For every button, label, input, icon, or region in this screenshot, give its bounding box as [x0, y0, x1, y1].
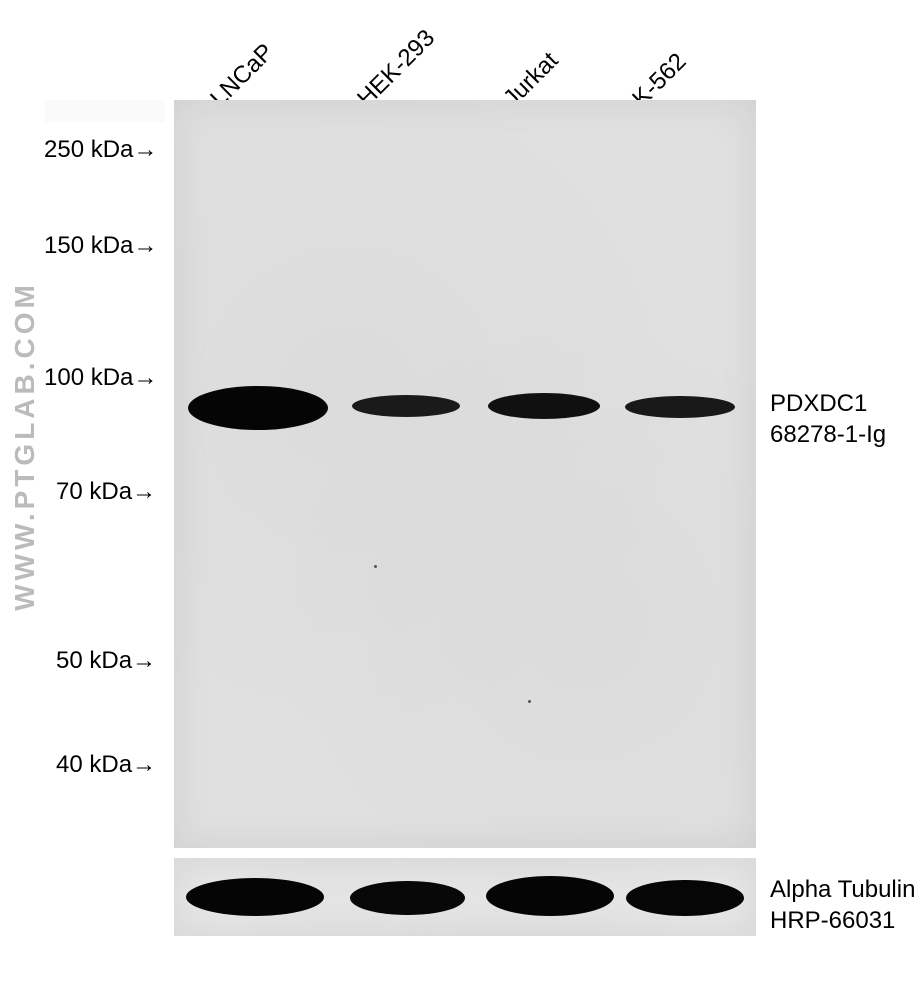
target-name: PDXDC1: [770, 388, 886, 419]
main-blot: [174, 100, 756, 848]
speck: [528, 700, 531, 703]
marker-label: 40 kDa→: [56, 751, 156, 779]
band-control: [626, 880, 744, 916]
marker-label: 150 kDa→: [44, 232, 157, 260]
target-catalog: 68278-1-Ig: [770, 419, 886, 450]
band-main: [188, 386, 328, 430]
marker-label: 70 kDa→: [56, 478, 156, 506]
band-control: [350, 881, 465, 915]
blot-grain: [174, 100, 756, 848]
marker-label: 100 kDa→: [44, 364, 157, 392]
band-control: [186, 878, 324, 916]
target-label: PDXDC1 68278-1-Ig: [770, 388, 886, 450]
control-catalog: HRP-66031: [770, 905, 915, 936]
speck: [374, 565, 377, 568]
marker-label: 50 kDa→: [56, 647, 156, 675]
wb-figure-container: LNCaP HEK-293 Jurkat K-562 250 kDa→ 150 …: [0, 0, 921, 989]
marker-label: 250 kDa→: [44, 136, 157, 164]
band-control: [486, 876, 614, 916]
band-main: [488, 393, 600, 419]
band-main: [625, 396, 735, 418]
blank-strip: [45, 100, 165, 122]
control-label: Alpha Tubulin HRP-66031: [770, 874, 915, 936]
control-name: Alpha Tubulin: [770, 874, 915, 905]
watermark: WWW.PTGLAB.COM: [9, 281, 41, 611]
band-main: [352, 395, 460, 417]
